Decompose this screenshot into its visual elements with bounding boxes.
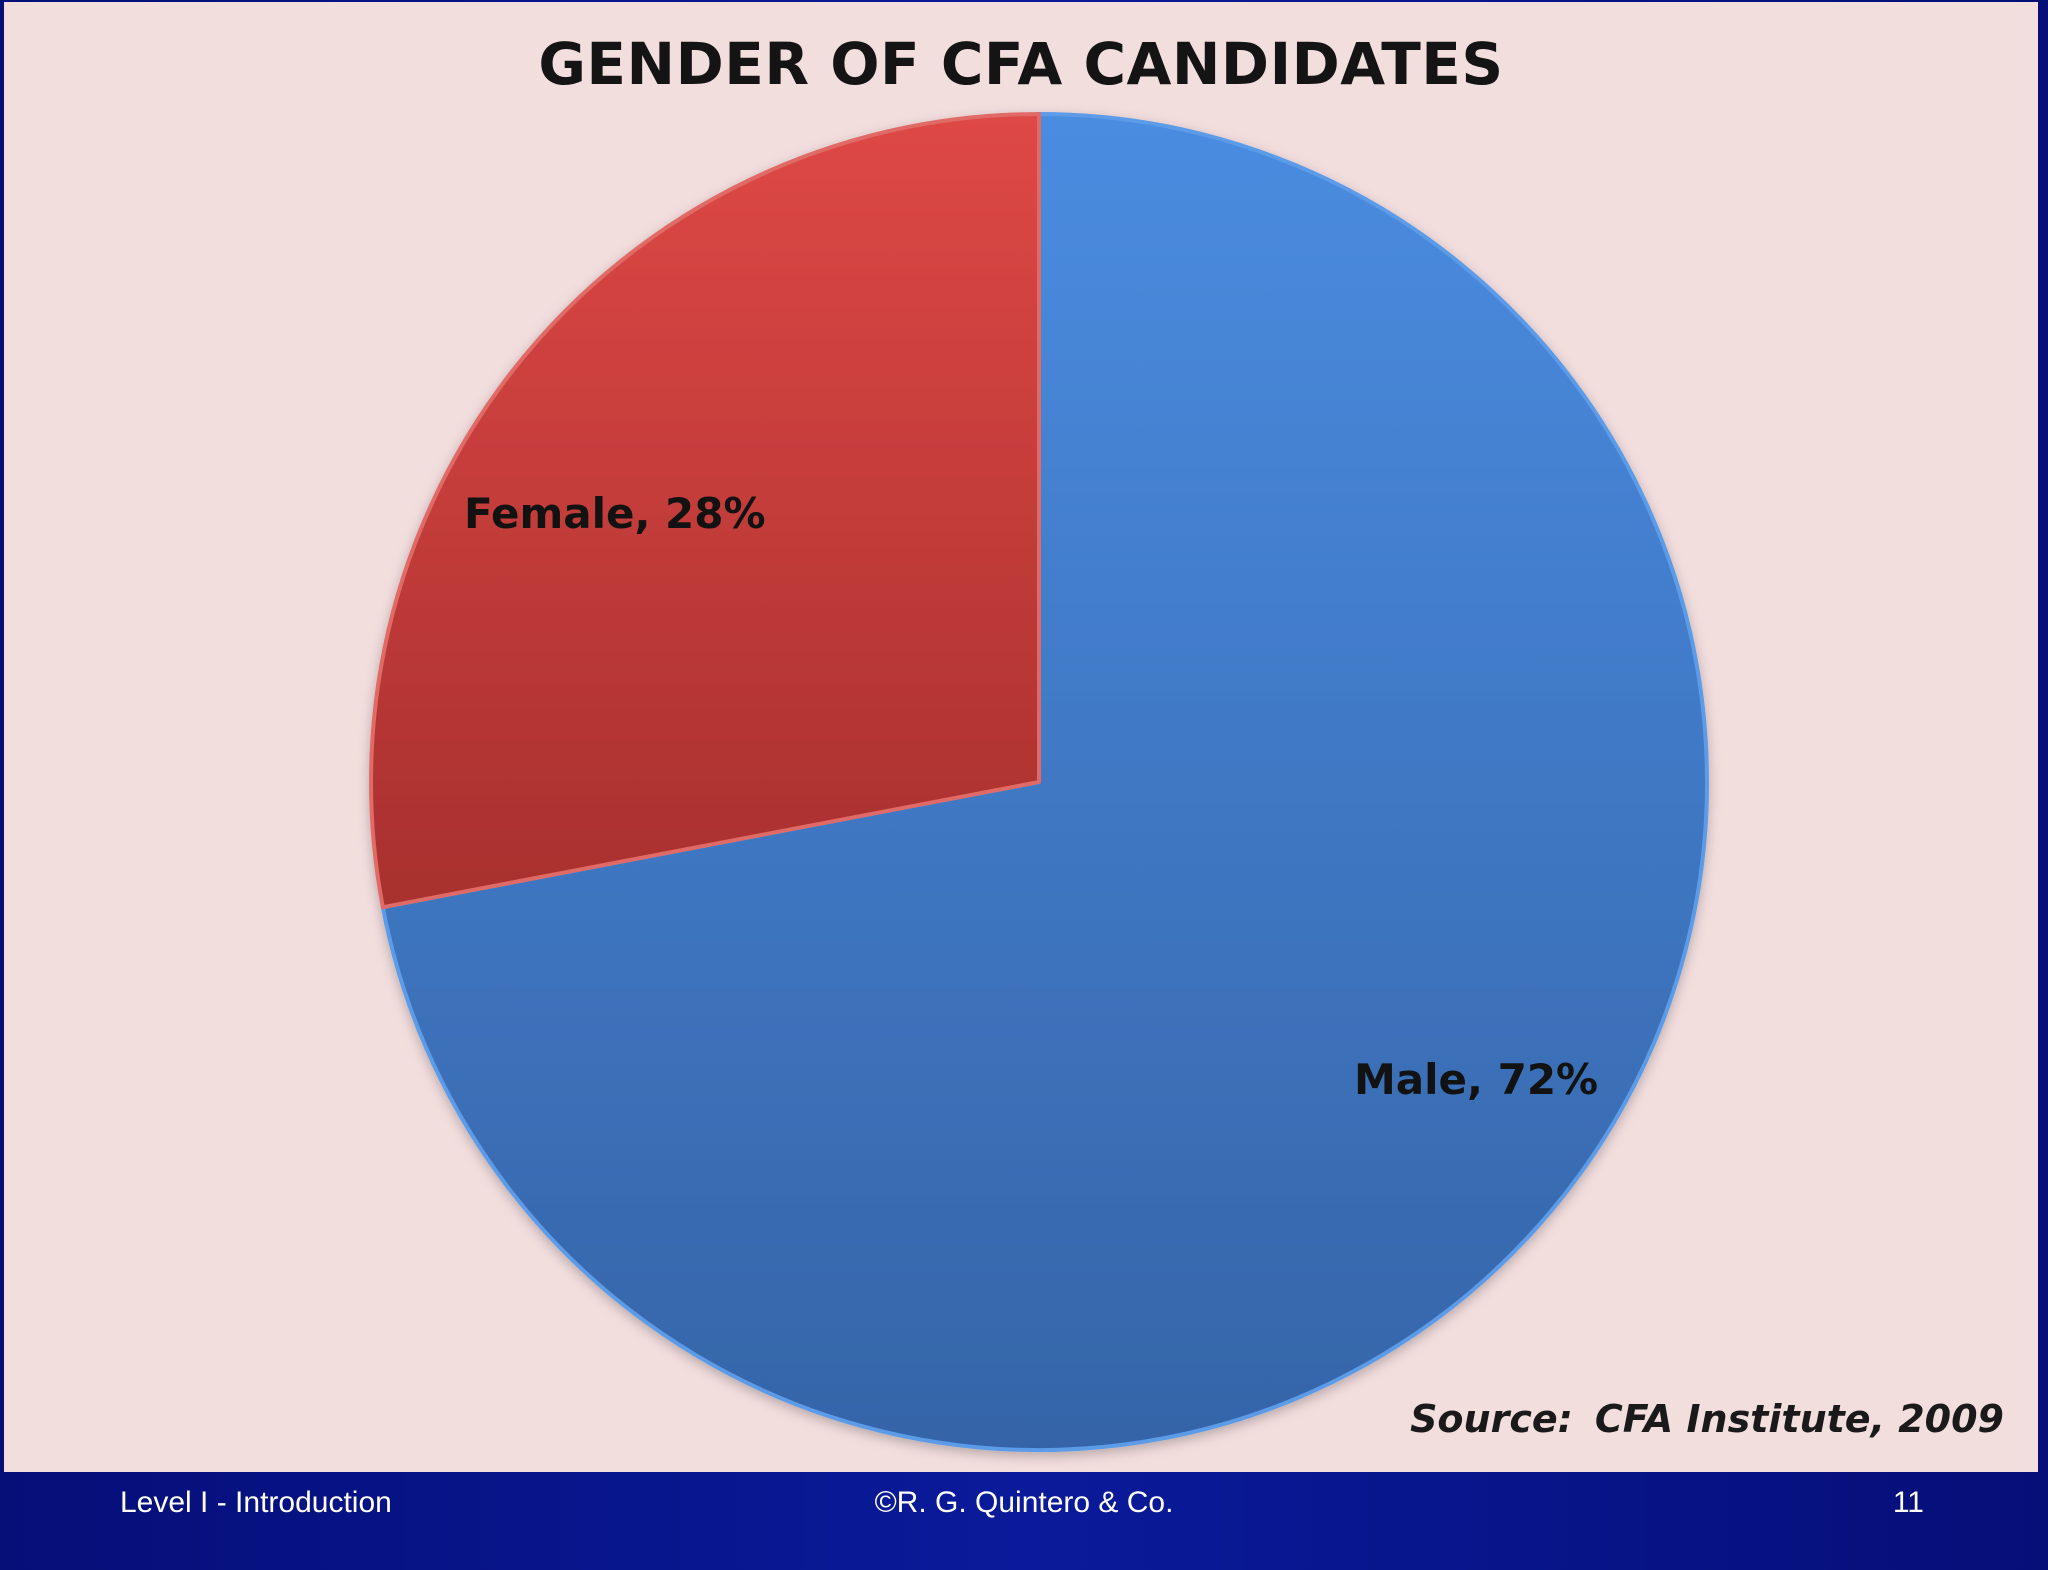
source-label: Source:	[1410, 1397, 1573, 1441]
slide-panel: GENDER OF CFA CANDIDATES Female, 28% Mal…	[4, 2, 2038, 1472]
slide-footer: Level I - Introduction ©R. G. Quintero &…	[0, 1472, 2048, 1570]
footer-section-title: Level I - Introduction	[120, 1486, 392, 1519]
footer-page-number: 11	[1892, 1486, 1924, 1519]
footer-copyright: ©R. G. Quintero & Co.	[874, 1486, 1174, 1519]
pie-slice-female	[369, 112, 1041, 910]
source-note: Source: CFA Institute, 2009	[1410, 1397, 2004, 1441]
slice-label-female: Female, 28%	[464, 489, 766, 538]
slice-label-male: Male, 72%	[1354, 1055, 1599, 1104]
pie-chart	[369, 112, 1709, 1452]
source-text: CFA Institute, 2009	[1594, 1397, 2004, 1441]
pie-slice-male	[380, 112, 1709, 1452]
chart-title: GENDER OF CFA CANDIDATES	[538, 30, 1504, 98]
